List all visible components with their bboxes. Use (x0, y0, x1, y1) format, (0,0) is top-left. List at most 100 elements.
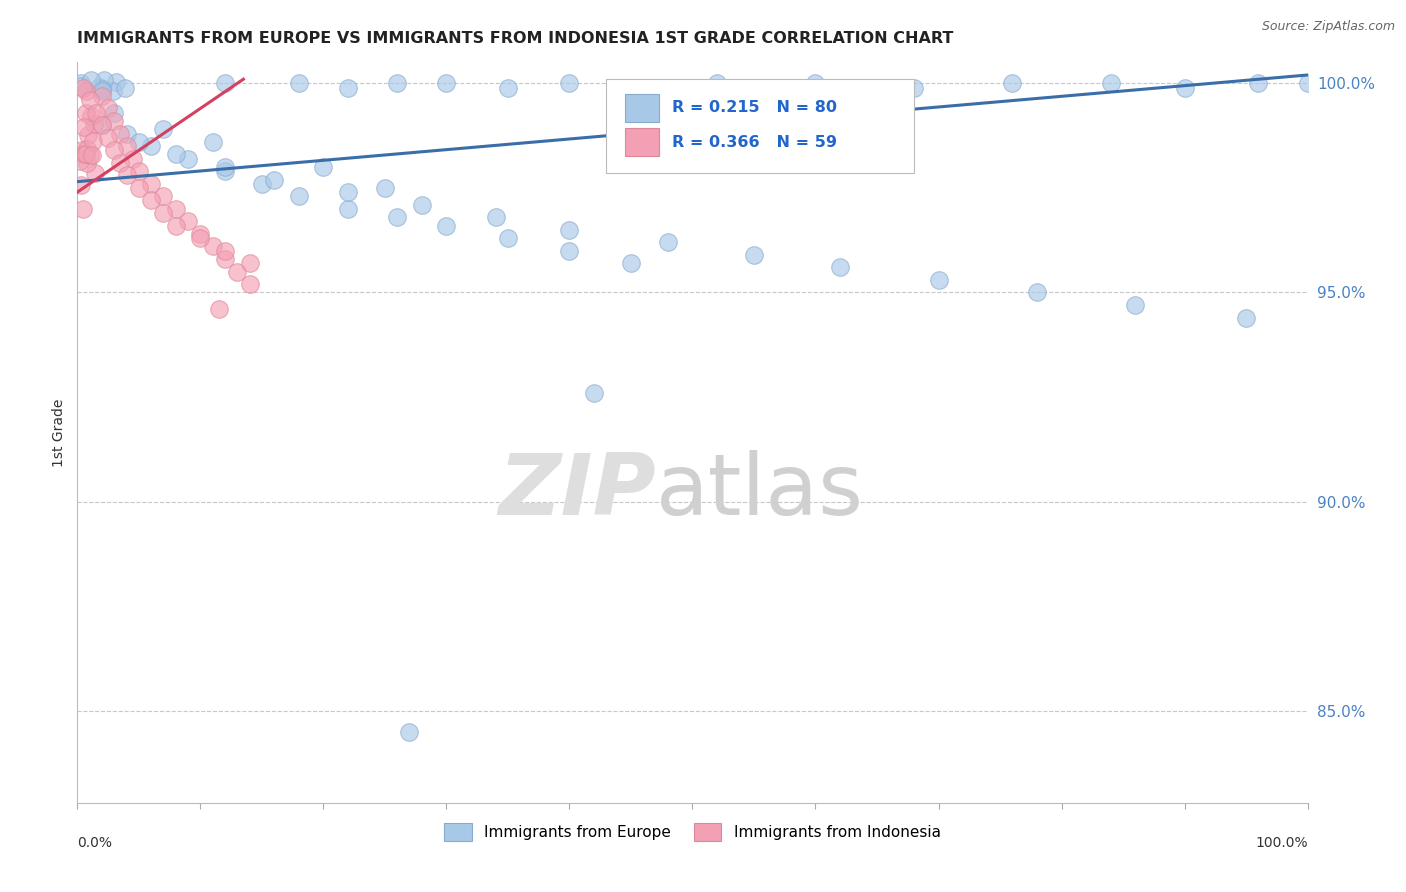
Point (1125, 298, 1147, 312)
Text: IMMIGRANTS FROM EUROPE VS IMMIGRANTS FROM INDONESIA 1ST GRADE CORRELATION CHART: IMMIGRANTS FROM EUROPE VS IMMIGRANTS FRO… (77, 31, 953, 46)
Point (83, 166, 105, 180)
Point (485, 211, 508, 225)
Point (73, 147, 96, 161)
Point (214, 244, 236, 258)
Point (337, 185, 360, 199)
Point (657, 235, 679, 250)
Point (742, 248, 765, 262)
Point (141, 194, 163, 208)
Point (72, 80, 94, 95)
Point (90, 118, 114, 132)
Legend: Immigrants from Europe, Immigrants from Indonesia: Immigrants from Europe, Immigrants from … (439, 817, 946, 847)
Point (70, 78, 93, 93)
Point (115, 169, 138, 183)
Point (115, 127, 138, 141)
FancyBboxPatch shape (606, 78, 914, 173)
Point (165, 147, 187, 161)
Point (411, 197, 433, 211)
Point (83, 117, 105, 131)
Point (337, 80, 360, 95)
Point (620, 256, 643, 270)
Point (165, 202, 187, 216)
Point (633, 80, 655, 95)
Bar (624, 94, 659, 121)
Point (1234, 310, 1257, 325)
Text: ZIP: ZIP (498, 450, 655, 533)
Point (79, 148, 101, 162)
Point (128, 135, 150, 149)
Point (214, 164, 236, 178)
Point (141, 177, 163, 191)
Point (91, 82, 114, 96)
Point (93, 73, 115, 87)
Point (87, 79, 110, 94)
Point (1026, 285, 1049, 300)
Point (165, 219, 187, 233)
Point (385, 76, 409, 90)
Text: R = 0.366   N = 59: R = 0.366 N = 59 (672, 135, 837, 150)
Point (177, 214, 200, 228)
Point (103, 105, 125, 120)
Point (90, 118, 114, 132)
Point (558, 244, 581, 258)
Point (1099, 76, 1122, 90)
Point (110, 156, 132, 170)
Point (80, 109, 103, 123)
Point (830, 260, 852, 275)
Bar (624, 128, 659, 156)
Point (226, 264, 249, 278)
Point (69, 153, 91, 168)
Point (1001, 76, 1024, 90)
Point (76, 142, 98, 156)
Point (188, 227, 212, 241)
Point (214, 76, 236, 90)
Point (70, 76, 93, 90)
Point (214, 252, 236, 266)
Point (583, 385, 606, 400)
Point (1296, 76, 1319, 90)
Point (80, 148, 103, 162)
Y-axis label: 1st Grade: 1st Grade (52, 399, 66, 467)
Point (77, 128, 100, 142)
Point (121, 152, 143, 166)
Text: 100.0%: 100.0% (1256, 836, 1308, 850)
Point (436, 76, 458, 90)
Point (398, 724, 420, 739)
Point (82, 134, 104, 148)
Text: 0.0%: 0.0% (77, 836, 112, 850)
Point (75, 105, 97, 120)
Point (90, 89, 114, 103)
Point (436, 219, 458, 233)
Point (312, 160, 335, 174)
Point (97, 102, 120, 116)
Point (496, 80, 519, 95)
Point (76, 156, 98, 170)
Point (928, 273, 950, 287)
Point (374, 181, 396, 195)
Point (804, 76, 827, 90)
Point (263, 172, 285, 186)
Point (152, 189, 174, 203)
Point (201, 239, 224, 253)
Text: atlas: atlas (655, 450, 863, 533)
Point (103, 114, 125, 128)
Point (239, 256, 262, 270)
Point (152, 206, 174, 220)
Point (141, 139, 163, 153)
Point (90, 84, 112, 98)
Point (201, 135, 224, 149)
Point (288, 76, 311, 90)
Point (97, 130, 120, 145)
Point (558, 223, 581, 237)
Point (104, 75, 127, 89)
Point (288, 189, 311, 203)
Point (101, 84, 124, 98)
Point (70, 143, 93, 157)
Point (239, 277, 262, 292)
Point (385, 211, 409, 225)
Point (115, 139, 138, 153)
Point (75, 146, 97, 161)
Point (903, 80, 925, 95)
Point (188, 231, 212, 245)
Point (79, 73, 101, 87)
